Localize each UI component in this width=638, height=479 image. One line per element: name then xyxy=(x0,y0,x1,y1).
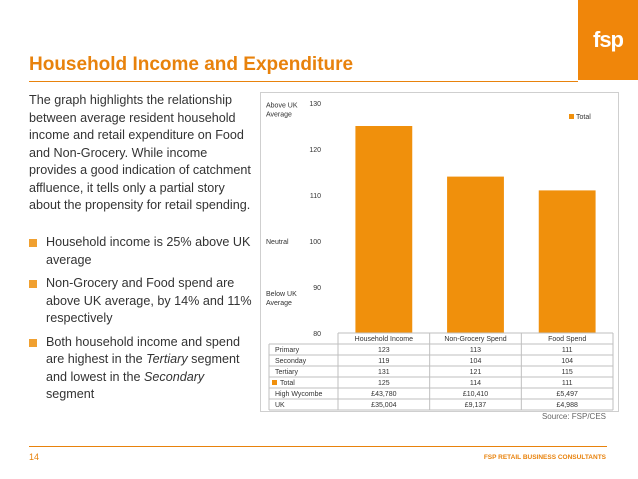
table-row-label: High Wycombe xyxy=(275,391,323,398)
y-tick-label: 80 xyxy=(313,331,321,338)
bullet-text: Household income is 25% above UK average xyxy=(46,235,251,267)
table-row-label: Tertiary xyxy=(275,369,298,376)
bar xyxy=(447,176,504,333)
legend-swatch xyxy=(569,114,574,119)
bullet-item: Household income is 25% above UK average xyxy=(29,234,255,269)
axis-annotation: Average xyxy=(266,300,292,307)
intro-paragraph: The graph highlights the relationship be… xyxy=(29,93,251,212)
axis-annotation: Below UK xyxy=(266,291,297,298)
table-cell: 111 xyxy=(562,347,573,354)
bullet-item: Both household income and spend are high… xyxy=(29,334,255,404)
title-rule xyxy=(29,81,578,82)
y-tick-label: 90 xyxy=(313,285,321,292)
table-cell: 123 xyxy=(378,347,390,354)
x-tick-label: Household Income xyxy=(355,336,413,343)
table-cell: 119 xyxy=(378,358,389,365)
bullet-text-before: Both household income and spend are high… xyxy=(46,334,240,367)
legend-label: Total xyxy=(576,114,591,121)
table-row-label: Primary xyxy=(275,347,300,354)
bullet-list: Household income is 25% above UK average… xyxy=(29,234,255,410)
axis-annotation: Neutral xyxy=(266,239,289,246)
bullet-text-secondary: Secondary xyxy=(144,369,205,384)
table-cell: 111 xyxy=(562,380,573,387)
bullet-square-icon xyxy=(29,338,37,347)
table-cell: 114 xyxy=(470,380,481,387)
table-cell: 104 xyxy=(561,358,573,365)
bullet-square-icon xyxy=(29,239,37,247)
table-cell: £43,780 xyxy=(371,391,396,398)
table-row-label: Seconday xyxy=(275,358,307,365)
table-legend-key xyxy=(272,380,277,385)
bullet-text-tertiary: Tertiary xyxy=(146,352,188,366)
bar xyxy=(538,190,596,333)
table-cell: 131 xyxy=(378,369,390,376)
logo-text: fsp xyxy=(593,27,624,52)
fsp-logo: fsp xyxy=(578,0,638,80)
table-row-label: UK xyxy=(275,402,285,409)
page-title: Household Income and Expenditure xyxy=(29,54,354,75)
axis-annotation: Above UK xyxy=(266,103,298,110)
chart-container: 80 90 100 110 120 130 Above UK Average Neutral Be… xyxy=(260,92,619,412)
table-cell: 113 xyxy=(470,347,481,354)
table-cell: £35,004 xyxy=(371,402,396,409)
x-tick-label: Food Spend xyxy=(548,336,586,343)
bullet-text: Non-Grocery and Food spend are above UK … xyxy=(46,276,252,325)
table-cell: £9,137 xyxy=(465,402,487,409)
bullet-item: Non-Grocery and Food spend are above UK … xyxy=(29,275,255,328)
y-tick-label: 120 xyxy=(309,147,321,154)
table-cell: 104 xyxy=(470,358,482,365)
table-cell: 115 xyxy=(562,369,573,376)
table-cell: £4,988 xyxy=(556,402,578,409)
table-cell: £10,410 xyxy=(463,391,488,398)
y-tick-label: 110 xyxy=(310,193,321,200)
source-note: Source: FSP/CES xyxy=(541,412,606,421)
x-tick-label: Non-Grocery Spend xyxy=(444,336,506,343)
bullet-text-after: segment xyxy=(46,387,95,401)
axis-annotation: Average xyxy=(266,112,292,119)
page-number: 14 xyxy=(29,452,40,462)
y-tick-label: 130 xyxy=(309,101,321,108)
table-row-label: Total xyxy=(280,380,295,387)
bar-chart: 80 90 100 110 120 130 Above UK Average Neutral Be… xyxy=(266,101,614,411)
footer-brand: FSP RETAIL BUSINESS CONSULTANTS xyxy=(483,454,606,461)
table-cell: 125 xyxy=(378,380,390,387)
table-cell: 121 xyxy=(470,369,482,376)
bullet-text-middle: segment and lowest in the xyxy=(46,352,240,384)
table-cell: £5,497 xyxy=(556,391,578,398)
footer-rule xyxy=(29,446,607,447)
y-tick-label: 100 xyxy=(309,239,321,246)
bullet-square-icon xyxy=(29,280,37,288)
bar xyxy=(355,126,413,333)
